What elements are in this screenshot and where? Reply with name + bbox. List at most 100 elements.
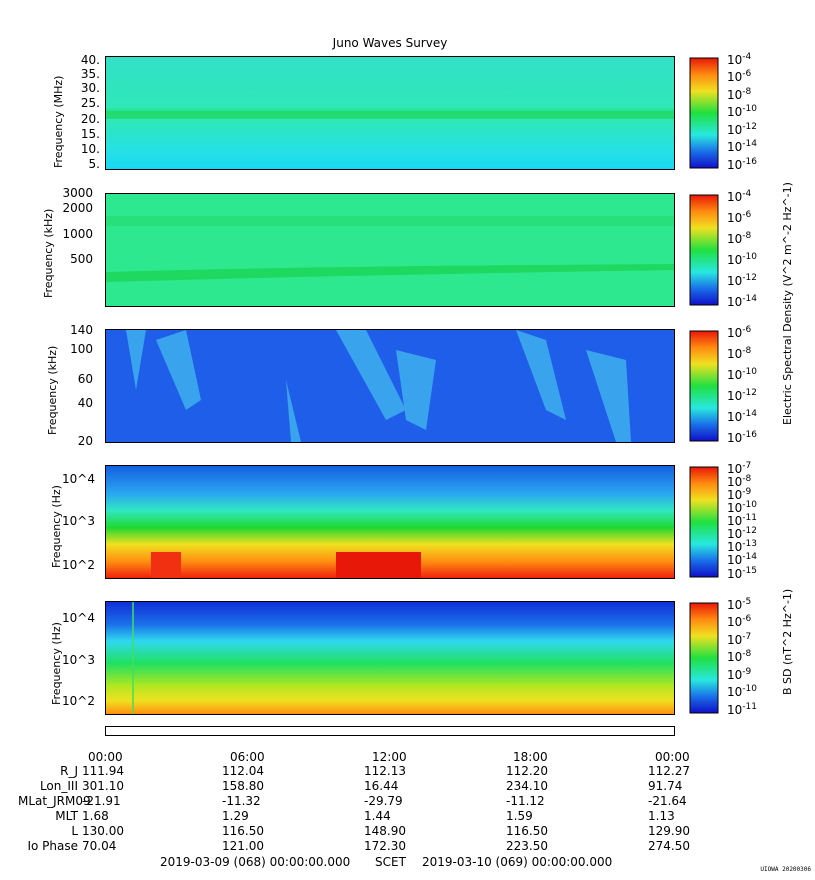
ephemeris-value: 16.44 bbox=[364, 779, 399, 793]
colorbar-tick: 10-5 bbox=[727, 597, 752, 612]
y-tick-1: 10. bbox=[80, 142, 100, 156]
colorbar-tick: 10-6 bbox=[727, 325, 752, 340]
time-label: 06:00 bbox=[230, 750, 265, 764]
ephemeris-label: MLT bbox=[55, 809, 78, 823]
y-tick-2: 3000 bbox=[62, 186, 93, 200]
y-tick-4: 10^3 bbox=[62, 514, 95, 528]
spectrogram-panel-1 bbox=[105, 56, 675, 170]
y-tick-5: 10^3 bbox=[62, 653, 95, 667]
colorbar-tick: 10-8 bbox=[727, 474, 752, 490]
ephemeris-value: 112.20 bbox=[506, 764, 548, 778]
y-tick-5: 10^2 bbox=[62, 694, 95, 708]
colorbar-tick: 10-6 bbox=[727, 614, 752, 630]
colorbar-tick: 10-10 bbox=[727, 104, 757, 120]
ephemeris-label: Io Phase bbox=[27, 839, 78, 853]
colorbar-tick: 10-11 bbox=[727, 513, 757, 529]
ephemeris-value: 301.10 bbox=[82, 779, 124, 793]
ephemeris-value: 121.00 bbox=[222, 839, 264, 853]
ephemeris-value: -29.79 bbox=[364, 794, 403, 808]
y-tick-1: 40. bbox=[80, 53, 100, 67]
colorbar-tick: 10-16 bbox=[727, 156, 757, 172]
spectrogram-panel-3 bbox=[105, 329, 675, 443]
ephemeris-value: 148.90 bbox=[364, 824, 406, 838]
footer-scet: SCET bbox=[375, 855, 406, 869]
colorbar-4 bbox=[689, 466, 719, 578]
ephemeris-value: -11.32 bbox=[222, 794, 261, 808]
ephemeris-value: 129.90 bbox=[648, 824, 690, 838]
colorbar-tick: 10-6 bbox=[727, 209, 752, 225]
ephemeris-value: 112.13 bbox=[364, 764, 406, 778]
y-tick-1: 15. bbox=[80, 127, 100, 141]
ephemeris-value: 112.04 bbox=[222, 764, 264, 778]
colorbar-1 bbox=[689, 57, 719, 169]
ephemeris-value: 223.50 bbox=[506, 839, 548, 853]
y-tick-1: 30. bbox=[80, 81, 100, 95]
colorbar-tick: 10-12 bbox=[727, 526, 757, 542]
ephemeris-value: 274.50 bbox=[648, 839, 690, 853]
ephemeris-value: 1.68 bbox=[82, 809, 109, 823]
colorbar-tick: 10-14 bbox=[727, 552, 757, 568]
ephemeris-label: L bbox=[71, 824, 78, 838]
colorbar-tick: 10-8 bbox=[727, 86, 752, 102]
ephemeris-value: -11.12 bbox=[506, 794, 545, 808]
ephemeris-value: 112.27 bbox=[648, 764, 690, 778]
footer-start: 2019-03-09 (068) 00:00:00.000 bbox=[160, 855, 351, 869]
y-tick-3: 20 bbox=[77, 434, 93, 448]
y-tick-3: 100 bbox=[70, 342, 93, 356]
colorbar-tick: 10-9 bbox=[727, 487, 752, 503]
colorbar-tick: 10-4 bbox=[727, 52, 752, 67]
colorbar-tick: 10-10 bbox=[727, 684, 757, 700]
ephemeris-value: 1.44 bbox=[364, 809, 391, 823]
ephemeris-value: 234.10 bbox=[506, 779, 548, 793]
ephemeris-value: 70.04 bbox=[82, 839, 117, 853]
spectrogram-panel-4 bbox=[105, 465, 675, 579]
spectrogram-2-image bbox=[106, 194, 674, 306]
colorbar-tick: 10-12 bbox=[727, 272, 757, 288]
colorbar-tick: 10-8 bbox=[727, 230, 752, 246]
colorbar-tick: 10-12 bbox=[727, 121, 757, 137]
y-tick-3: 60 bbox=[77, 372, 93, 386]
spectrogram-4-image bbox=[106, 466, 674, 578]
colorbar-5 bbox=[689, 602, 719, 714]
ephemeris-label: Lon_III bbox=[39, 779, 78, 793]
colorbar-tick: 10-10 bbox=[727, 366, 757, 382]
spectrogram-5-image bbox=[106, 602, 674, 714]
time-label: 18:00 bbox=[513, 750, 548, 764]
y-tick-3: 40 bbox=[77, 396, 93, 410]
colorbar-tick: 10-7 bbox=[727, 631, 752, 647]
spectrogram-panel-2 bbox=[105, 193, 675, 307]
time-label: 00:00 bbox=[88, 750, 123, 764]
chart-title: Juno Waves Survey bbox=[332, 36, 448, 50]
spectrogram-panel-5 bbox=[105, 601, 675, 715]
y-tick-1: 20. bbox=[80, 112, 100, 126]
y-tick-4: 10^4 bbox=[62, 472, 95, 486]
colorbar-tick: 10-9 bbox=[727, 666, 752, 682]
time-label: 12:00 bbox=[372, 750, 407, 764]
ephemeris-value: -21.64 bbox=[648, 794, 687, 808]
colorbar-tick: 10-13 bbox=[727, 539, 757, 555]
time-label: 00:00 bbox=[655, 750, 690, 764]
ephemeris-value: 172.30 bbox=[364, 839, 406, 853]
colorbar-tick: 10-15 bbox=[727, 565, 757, 581]
y-tick-2: 2000 bbox=[62, 201, 93, 215]
y-tick-3: 140 bbox=[70, 323, 93, 337]
colorbar-tick: 10-16 bbox=[727, 429, 757, 445]
ephemeris-value: 1.59 bbox=[506, 809, 533, 823]
colorbar-tick: 10-11 bbox=[727, 701, 757, 717]
colorbar-tick: 10-8 bbox=[727, 345, 752, 361]
footer-end: 2019-03-10 (069) 00:00:00.000 bbox=[422, 855, 613, 869]
colorbar-tick: 10-6 bbox=[727, 69, 752, 85]
ephemeris-value: 111.94 bbox=[82, 764, 124, 778]
y-tick-4: 10^2 bbox=[62, 558, 95, 572]
colorbar-tick: 10-14 bbox=[727, 293, 757, 309]
ephemeris-value: 158.80 bbox=[222, 779, 264, 793]
time-axis-strip bbox=[105, 726, 675, 736]
colorbar-3 bbox=[689, 330, 719, 442]
colorbar-label-magnetic: B SD (nT^2 Hz^-1) bbox=[781, 588, 794, 695]
badge: UIOWA 20200306 bbox=[760, 866, 811, 873]
colorbar-tick: 10-4 bbox=[727, 189, 752, 204]
ephemeris-value: -21.91 bbox=[82, 794, 121, 808]
y-tick-1: 25. bbox=[80, 96, 100, 110]
colorbar-tick: 10-14 bbox=[727, 408, 757, 424]
colorbar-tick: 10-10 bbox=[727, 251, 757, 267]
